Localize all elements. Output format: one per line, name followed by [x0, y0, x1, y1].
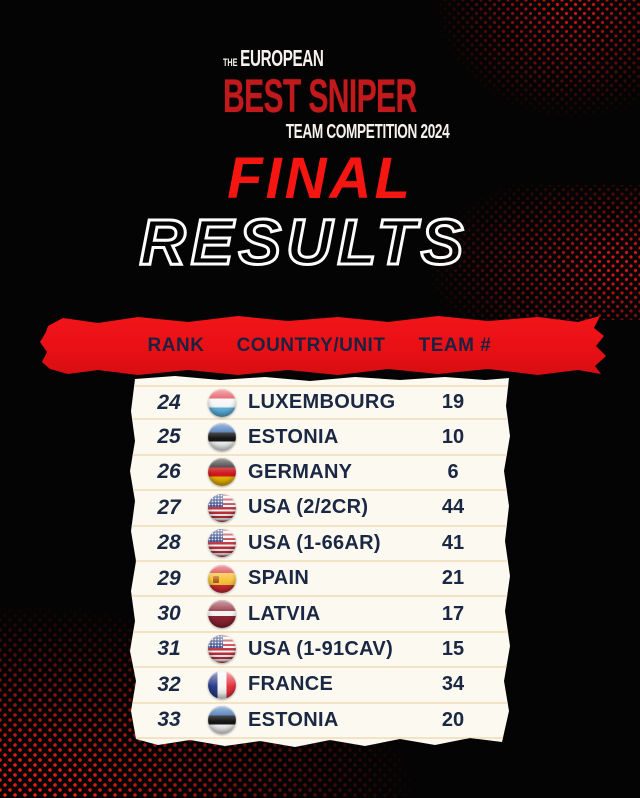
team-number: 6: [447, 460, 459, 483]
country-name: USA (1-66AR): [248, 531, 381, 554]
team-number: 21: [441, 567, 465, 590]
country-name: ESTONIA: [248, 425, 339, 448]
table-row: 25 ESTONIA 10: [130, 420, 510, 456]
rank-value: 31: [157, 637, 181, 661]
rank-value: 29: [157, 566, 181, 590]
title-final: FINAL: [227, 146, 413, 211]
logo-line-european: THE EUROPEAN: [223, 45, 352, 72]
logo-team-competition: TEAM COMPETITION 2024: [285, 121, 450, 143]
usa-flag-icon: [208, 493, 236, 522]
usa-flag-icon: [208, 529, 236, 558]
header-team-number: TEAM #: [418, 335, 492, 356]
rank-value: 27: [157, 495, 181, 519]
table-row: 29 SPAIN 21: [130, 562, 510, 598]
header-country-unit: COUNTRY/UNIT: [236, 335, 386, 356]
team-number: 10: [441, 425, 465, 448]
table-row: 27 USA (2/2CR) 44: [130, 491, 510, 527]
title-results: RESULTS: [138, 206, 469, 278]
table-header-banner: RANK COUNTRY/UNIT TEAM #: [40, 316, 606, 375]
logo-european: EUROPEAN: [240, 45, 324, 71]
table-row: 26 GERMANY 6: [130, 456, 510, 492]
team-number: 15: [441, 637, 465, 660]
rank-value: 33: [157, 708, 181, 732]
estonia-flag-icon: [208, 423, 236, 452]
team-number: 20: [441, 708, 465, 731]
header-rank: RANK: [147, 335, 205, 356]
usa-flag-icon: [208, 635, 236, 664]
rank-value: 28: [157, 531, 181, 555]
latvia-flag-icon: [208, 600, 236, 629]
team-number: 44: [441, 496, 465, 519]
country-name: GERMANY: [248, 460, 353, 483]
country-name: FRANCE: [248, 673, 334, 696]
team-number: 34: [441, 673, 465, 696]
country-name: SPAIN: [248, 567, 310, 590]
halftone-texture-top-right: [400, 0, 640, 140]
table-row: 33 ESTONIA 20: [130, 704, 510, 739]
country-name: LATVIA: [248, 602, 321, 625]
table-row: 24 LUXEMBOURG 19: [130, 385, 510, 421]
table-row: 32 FRANCE 34: [130, 668, 510, 704]
france-flag-icon: [208, 670, 236, 699]
spain-flag-icon: [208, 564, 236, 593]
event-logo: THE EUROPEAN BEST SNIPER TEAM COMPETITIO…: [223, 45, 450, 144]
team-number: 41: [441, 531, 465, 554]
logo-best-sniper: BEST SNIPER: [223, 69, 417, 122]
logo-the: THE: [223, 57, 238, 69]
country-name: USA (1-91CAV): [248, 637, 394, 660]
rank-value: 24: [157, 390, 181, 414]
table-row: 31 USA (1-91CAV) 15: [130, 633, 510, 669]
estonia-flag-icon: [208, 706, 236, 735]
country-name: USA (2/2CR): [248, 496, 369, 519]
country-name: ESTONIA: [248, 708, 339, 731]
germany-flag-icon: [208, 458, 236, 487]
luxembourg-flag-icon: [208, 388, 236, 417]
rank-value: 25: [157, 425, 181, 449]
table-row: 30 LATVIA 17: [130, 597, 510, 633]
table-row: 28 USA (1-66AR) 41: [130, 527, 510, 562]
rank-value: 26: [157, 460, 181, 484]
rank-value: 30: [157, 602, 181, 626]
rank-value: 32: [157, 672, 181, 696]
country-name: LUXEMBOURG: [248, 391, 396, 414]
results-panel: 24 LUXEMBOURG 19 25 ESTONIA 10 26 GERMAN…: [130, 376, 510, 747]
team-number: 19: [441, 391, 465, 414]
team-number: 17: [441, 602, 465, 625]
